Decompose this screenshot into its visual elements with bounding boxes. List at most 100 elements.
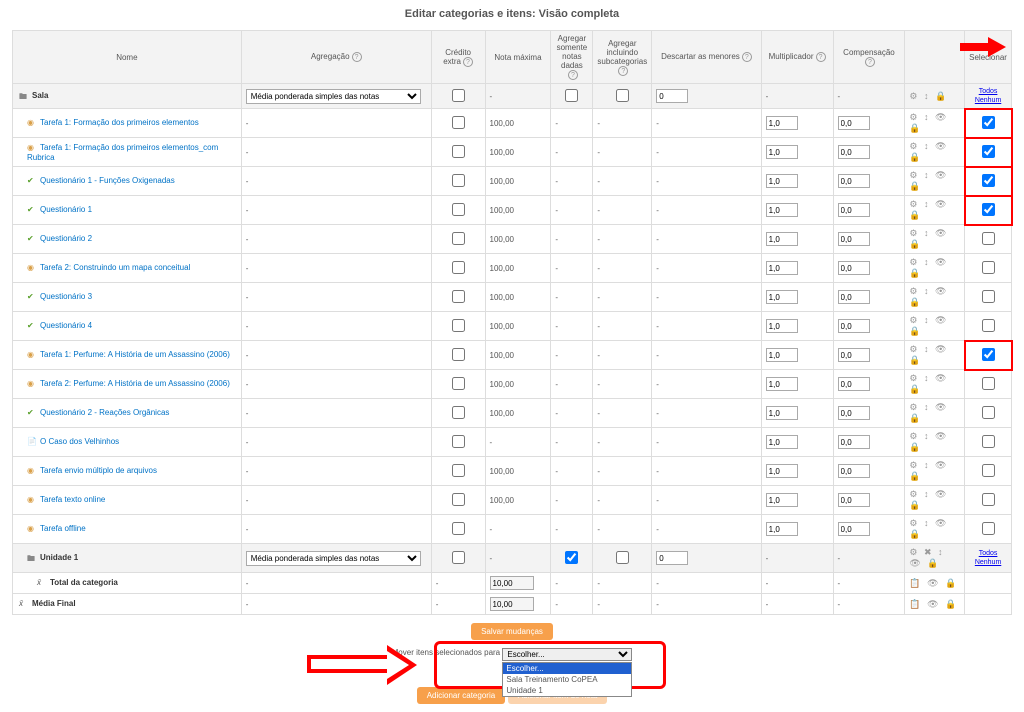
comp-input[interactable] [838,116,870,130]
actions-cell[interactable]: ⚙ ↕ 👁 🔒 [905,196,965,225]
name-cell[interactable]: ◉Tarefa 2: Perfume: A História de um Ass… [13,370,242,399]
extra-checkbox[interactable] [452,203,465,216]
mult-input[interactable] [766,435,798,449]
extra-checkbox[interactable] [452,377,465,390]
mult-input[interactable] [766,493,798,507]
select-checkbox[interactable] [982,319,995,332]
select-checkbox[interactable] [982,377,995,390]
name-cell[interactable]: x̄Média Final [13,594,242,615]
select-checkbox[interactable] [982,406,995,419]
comp-input[interactable] [838,406,870,420]
comp-input[interactable] [838,203,870,217]
actions-cell[interactable]: ⚙ ↕ 👁 🔒 [905,109,965,138]
actions-cell[interactable]: ⚙ ↕ 👁 🔒 [905,515,965,544]
help-icon[interactable]: ? [865,57,875,67]
extra-checkbox[interactable] [452,261,465,274]
actions-cell[interactable]: 📋 👁 🔒 [905,594,965,615]
aggregation-select[interactable]: Média ponderada simples das notas [246,551,421,566]
actions-cell[interactable]: ⚙ ↕ 👁 🔒 [905,370,965,399]
extra-checkbox[interactable] [452,319,465,332]
help-icon[interactable]: ? [742,52,752,62]
help-icon[interactable]: ? [568,70,578,80]
actions-cell[interactable]: ⚙ ↕ 👁 🔒 [905,399,965,428]
comp-input[interactable] [838,290,870,304]
name-cell[interactable]: 🖿Unidade 1 [13,544,242,573]
actions-cell[interactable]: ⚙ ↕ 👁 🔒 [905,486,965,515]
select-checkbox[interactable] [982,435,995,448]
mult-input[interactable] [766,290,798,304]
name-cell[interactable]: ✔Questionário 1 - Funções Oxigenadas [13,167,242,196]
comp-input[interactable] [838,493,870,507]
comp-input[interactable] [838,435,870,449]
mult-input[interactable] [766,464,798,478]
comp-input[interactable] [838,522,870,536]
select-checkbox[interactable] [982,464,995,477]
actions-cell[interactable]: ⚙ ↕ 👁 🔒 [905,428,965,457]
aggregation-select[interactable]: Média ponderada simples das notas [246,89,421,104]
name-cell[interactable]: 🖿Sala [13,84,242,109]
actions-cell[interactable]: ⚙ ↕ 🔒 [905,84,965,109]
comp-input[interactable] [838,319,870,333]
extra-checkbox[interactable] [452,522,465,535]
actions-cell[interactable]: 📋 👁 🔒 [905,573,965,594]
mult-input[interactable] [766,203,798,217]
extra-checkbox[interactable] [452,145,465,158]
name-cell[interactable]: x̄Total da categoria [13,573,242,594]
name-cell[interactable]: ◉Tarefa 1: Formação dos primeiros elemen… [13,138,242,167]
mult-input[interactable] [766,174,798,188]
actions-cell[interactable]: ⚙ ↕ 👁 🔒 [905,312,965,341]
mult-input[interactable] [766,145,798,159]
extra-checkbox[interactable] [452,435,465,448]
name-cell[interactable]: ◉Tarefa envio múltiplo de arquivos [13,457,242,486]
mult-input[interactable] [766,261,798,275]
actions-cell[interactable]: ⚙ ↕ 👁 🔒 [905,138,965,167]
mult-input[interactable] [766,319,798,333]
help-icon[interactable]: ? [463,57,473,67]
select-all-link[interactable]: Todos [979,550,998,557]
select-checkbox[interactable] [982,203,995,216]
save-button[interactable]: Salvar mudanças [471,623,553,640]
mult-input[interactable] [766,116,798,130]
extra-checkbox[interactable] [452,89,465,102]
extra-checkbox[interactable] [452,493,465,506]
select-checkbox[interactable] [982,261,995,274]
select-checkbox[interactable] [982,232,995,245]
extra-checkbox[interactable] [452,174,465,187]
mult-input[interactable] [766,232,798,246]
actions-cell[interactable]: ⚙ ↕ 👁 🔒 [905,167,965,196]
actions-cell[interactable]: ⚙ ↕ 👁 🔒 [905,225,965,254]
select-checkbox[interactable] [982,116,995,129]
extra-checkbox[interactable] [452,232,465,245]
select-checkbox[interactable] [982,348,995,361]
name-cell[interactable]: ◉Tarefa 2: Construindo um mapa conceitua… [13,254,242,283]
comp-input[interactable] [838,174,870,188]
extra-checkbox[interactable] [452,551,465,564]
max-input[interactable] [490,597,534,611]
extra-checkbox[interactable] [452,116,465,129]
select-checkbox[interactable] [982,174,995,187]
name-cell[interactable]: ✔Questionário 1 [13,196,242,225]
name-cell[interactable]: ◉Tarefa offline [13,515,242,544]
help-icon[interactable]: ? [618,66,628,76]
agg-only-checkbox[interactable] [565,551,578,564]
help-icon[interactable]: ? [352,52,362,62]
select-all-link[interactable]: Todos [979,88,998,95]
extra-checkbox[interactable] [452,290,465,303]
name-cell[interactable]: ✔Questionário 2 [13,225,242,254]
extra-checkbox[interactable] [452,348,465,361]
actions-cell[interactable]: ⚙ ↕ 👁 🔒 [905,457,965,486]
name-cell[interactable]: ◉Tarefa 1: Formação dos primeiros elemen… [13,109,242,138]
comp-input[interactable] [838,145,870,159]
select-checkbox[interactable] [982,145,995,158]
discard-input[interactable] [656,551,688,565]
extra-checkbox[interactable] [452,464,465,477]
name-cell[interactable]: ◉Tarefa texto online [13,486,242,515]
agg-only-checkbox[interactable] [565,89,578,102]
select-none-link[interactable]: Nenhum [975,97,1001,104]
add-category-button[interactable]: Adicionar categoria [417,687,505,704]
actions-cell[interactable]: ⚙ ✖ ↕ 👁 🔒 [905,544,965,573]
move-select[interactable]: Escolher... [502,648,632,661]
help-icon[interactable]: ? [816,52,826,62]
name-cell[interactable]: ✔Questionário 4 [13,312,242,341]
extra-checkbox[interactable] [452,406,465,419]
